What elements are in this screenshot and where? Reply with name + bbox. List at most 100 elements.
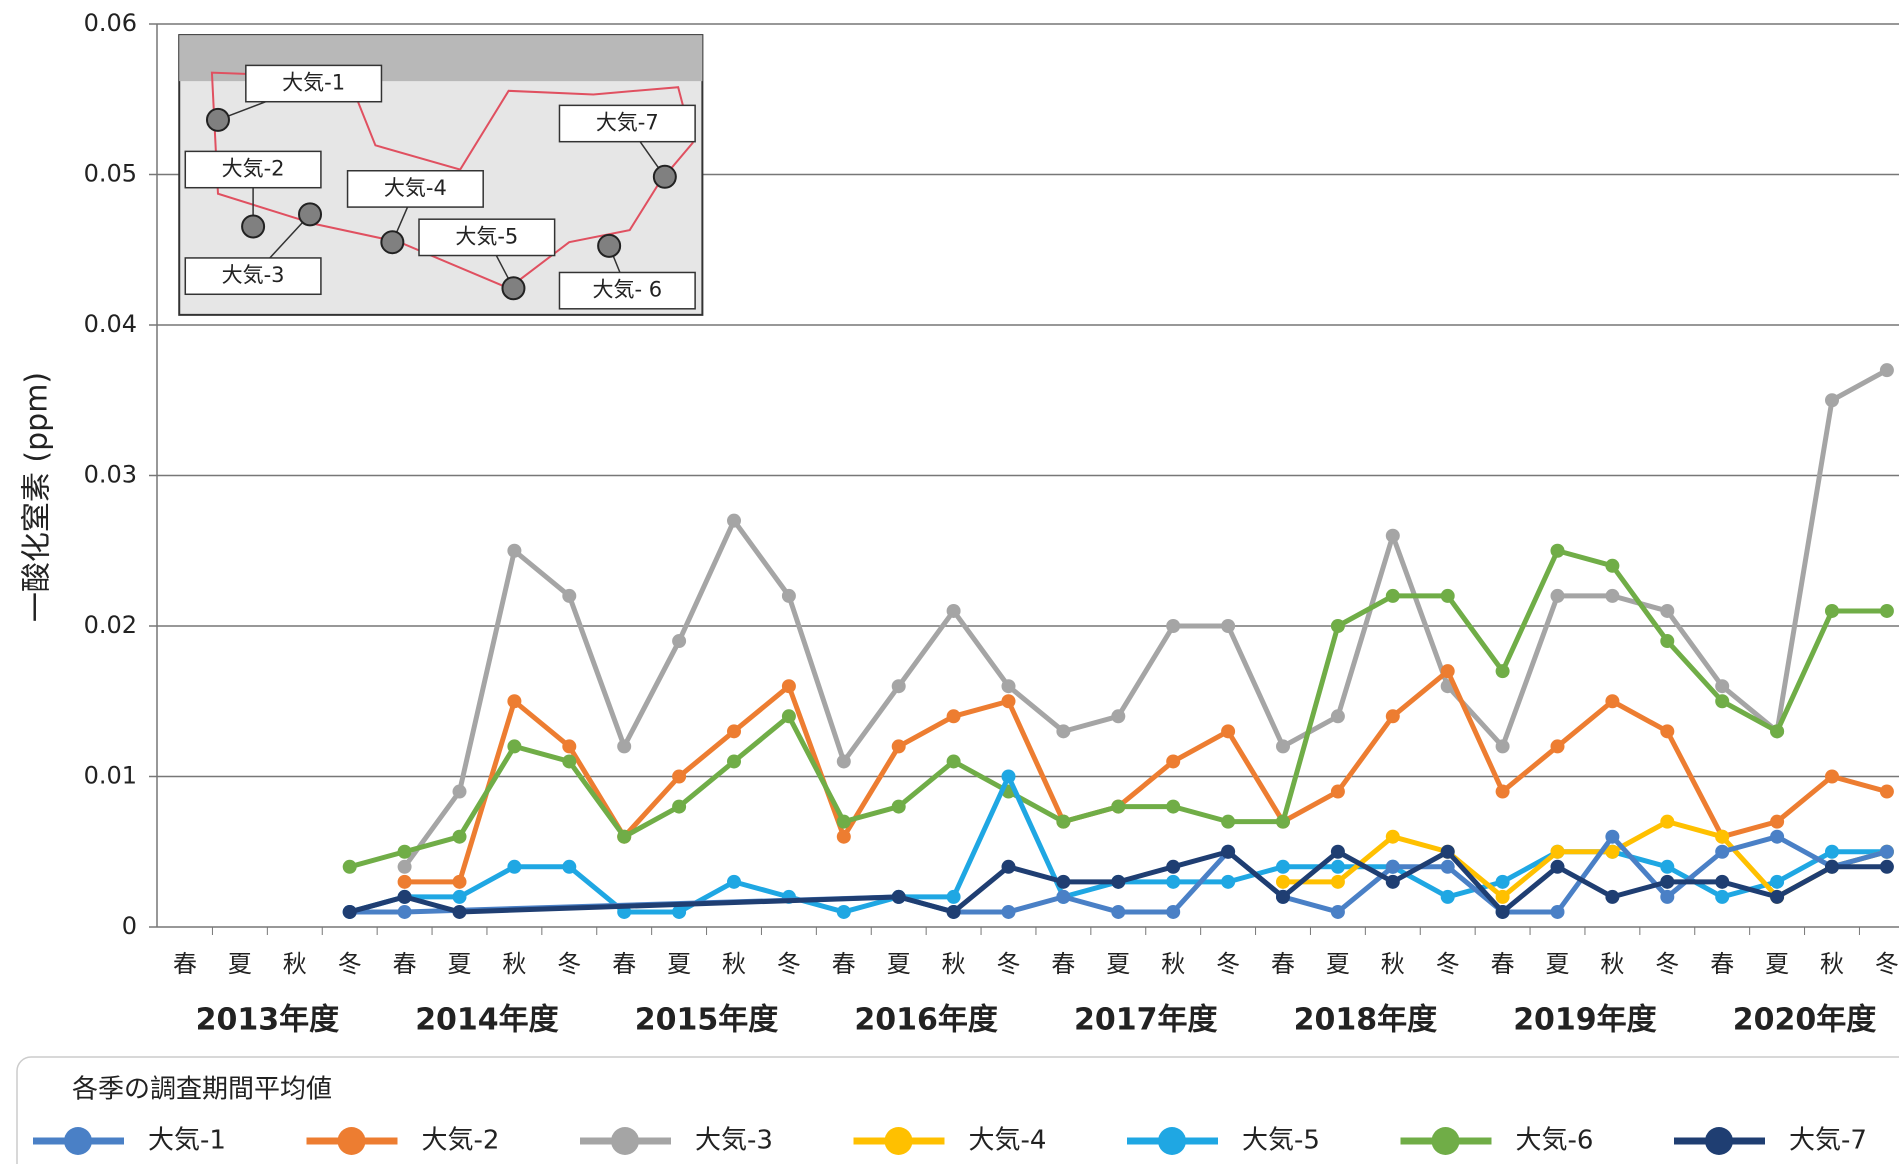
series-marker (1111, 709, 1125, 723)
series-marker (1551, 905, 1565, 919)
series-marker (892, 739, 906, 753)
x-tick-label: 春 (393, 950, 417, 978)
series-marker (398, 890, 412, 904)
series-marker (343, 860, 357, 874)
series-marker (1715, 890, 1729, 904)
series-marker (947, 890, 961, 904)
x-tick-label: 秋 (1600, 950, 1624, 978)
series-marker (507, 739, 521, 753)
map-label: 大気- 6 (592, 278, 662, 302)
x-tick-label: 秋 (722, 950, 746, 978)
x-tick-label: 夏 (887, 950, 911, 978)
series-marker (1386, 830, 1400, 844)
series-marker (1221, 724, 1235, 738)
legend-label: 大気-6 (1516, 1126, 1594, 1156)
legend-label: 大気-3 (695, 1126, 773, 1156)
x-tick-label: 夏 (1326, 950, 1350, 978)
map-label: 大気-1 (282, 71, 345, 95)
series-marker (1331, 785, 1345, 799)
series-marker (1221, 875, 1235, 889)
map-label: 大気-3 (222, 263, 285, 287)
series-marker (727, 754, 741, 768)
series-marker (1880, 604, 1894, 618)
x-tick-label: 秋 (942, 950, 966, 978)
series-marker (343, 905, 357, 919)
x-tick-label: 冬 (338, 950, 362, 978)
map-pin (381, 231, 403, 253)
series-marker (1441, 845, 1455, 859)
year-label: 2016年度 (854, 1003, 998, 1038)
series-marker (453, 875, 467, 889)
series-marker (1386, 860, 1400, 874)
y-axis-label: 一酸化窒素 (ppm) (20, 372, 55, 622)
series-marker (892, 890, 906, 904)
series-marker (1825, 770, 1839, 784)
series-marker (1715, 830, 1729, 844)
series-marker (1276, 860, 1290, 874)
series-marker (1825, 845, 1839, 859)
legend-swatch-marker (1432, 1127, 1460, 1155)
series-marker (617, 739, 631, 753)
series-marker (1331, 905, 1345, 919)
series-marker (1880, 845, 1894, 859)
series-marker (1441, 589, 1455, 603)
series-marker (1770, 815, 1784, 829)
series-marker (1441, 860, 1455, 874)
series-marker (1770, 875, 1784, 889)
x-tick-label: 秋 (283, 950, 307, 978)
map-pin (242, 215, 264, 237)
series-marker (837, 905, 851, 919)
series-marker (727, 724, 741, 738)
x-tick-label: 春 (173, 950, 197, 978)
map-label: 大気-7 (596, 111, 659, 135)
series-marker (672, 770, 686, 784)
series-marker (1221, 845, 1235, 859)
x-tick-label: 春 (832, 950, 856, 978)
series-marker (507, 860, 521, 874)
y-tick-label: 0.05 (84, 160, 137, 188)
x-tick-label: 秋 (1161, 950, 1185, 978)
series-marker (1331, 709, 1345, 723)
map-label: 大気-2 (222, 157, 285, 181)
series-marker (1660, 860, 1674, 874)
legend-swatch-marker (1158, 1127, 1186, 1155)
series-marker (1056, 815, 1070, 829)
legend-label: 大気-1 (148, 1126, 226, 1156)
series-marker (398, 875, 412, 889)
series-marker (1166, 754, 1180, 768)
legend-box (17, 1057, 1899, 1164)
legend-label: 大気-4 (969, 1126, 1047, 1156)
series-marker (1166, 875, 1180, 889)
series-marker (1660, 875, 1674, 889)
series-marker (1551, 845, 1565, 859)
series-marker (1111, 905, 1125, 919)
series-marker (727, 875, 741, 889)
series-marker (947, 604, 961, 618)
x-tick-label: 冬 (1875, 950, 1899, 978)
x-tick-label: 春 (1271, 950, 1295, 978)
y-tick-label: 0 (122, 912, 137, 940)
series-marker (1825, 604, 1839, 618)
legend-label: 大気-2 (422, 1126, 500, 1156)
x-tick-label: 春 (1710, 950, 1734, 978)
x-tick-label: 冬 (777, 950, 801, 978)
series-marker (1386, 709, 1400, 723)
series-marker (782, 589, 796, 603)
series-marker (892, 679, 906, 693)
x-tick-label: 夏 (228, 950, 252, 978)
series-marker (562, 589, 576, 603)
series-marker (1276, 875, 1290, 889)
y-tick-label: 0.02 (84, 611, 137, 639)
series-marker (1605, 694, 1619, 708)
series-marker (1715, 875, 1729, 889)
series-marker (1496, 890, 1510, 904)
series-marker (1331, 845, 1345, 859)
series-marker (837, 815, 851, 829)
series-marker (672, 800, 686, 814)
x-tick-label: 春 (612, 950, 636, 978)
series-marker (1221, 619, 1235, 633)
map-label: 大気-5 (455, 224, 518, 248)
series-marker (1660, 890, 1674, 904)
inset-map: 大気-1大気-2大気-3大気-4大気-5大気- 6大気-7 (179, 35, 702, 315)
chart: 各季の調査期間平均値 一酸化窒素 (ppm) 00.010.020.030.04… (0, 0, 1899, 1164)
